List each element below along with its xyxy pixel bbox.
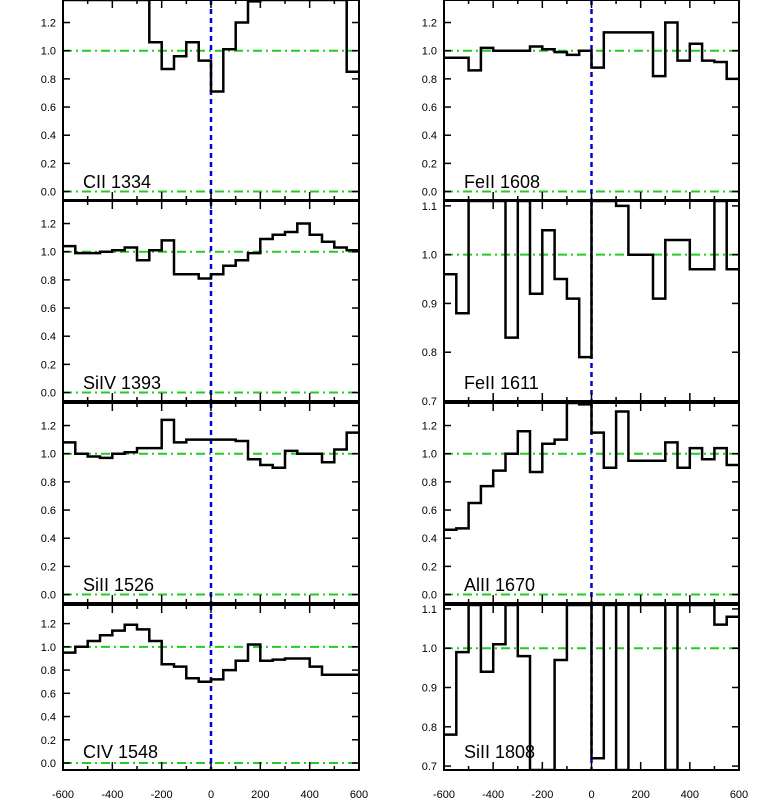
ytick-label: 0.0 <box>41 187 56 199</box>
ytick-label: 0.8 <box>422 74 437 86</box>
ytick-label: 0.2 <box>41 158 56 170</box>
flux-step-line <box>444 403 739 532</box>
panel-label: FeII 1608 <box>464 172 540 192</box>
panel-siii-1526: 0.0 0.2 0.4 0.6 0.8 1.0 1.2 SiII 1526 <box>41 402 360 604</box>
flux-step-line <box>444 605 739 770</box>
xtick-label: 600 <box>730 789 748 801</box>
panel-cii-1334: 0.0 0.2 0.4 0.6 0.8 1.0 1.2 CII 1334 <box>41 0 360 201</box>
flux-step-line <box>63 222 359 280</box>
ytick-label: 0.0 <box>41 758 56 770</box>
ytick-label: 0.6 <box>41 505 56 517</box>
ytick-label: 0.8 <box>41 74 56 86</box>
flux-step-line <box>444 201 739 359</box>
ytick-label: 1.2 <box>422 421 437 433</box>
panel-label: SiII 1808 <box>464 742 535 762</box>
ytick-label: 0.4 <box>41 331 56 343</box>
ytick-label: 0.6 <box>422 102 437 114</box>
ytick-label: 1.2 <box>41 619 56 631</box>
ytick-label: 0.7 <box>422 761 437 773</box>
flux-step-line <box>63 623 359 683</box>
panel-feii-1608: 0.0 0.2 0.4 0.6 0.8 1.0 1.2 FeII 1608 <box>422 0 740 201</box>
ytick-label: 0.4 <box>41 130 56 142</box>
xtick-label: -200 <box>151 789 173 801</box>
ytick-label: 0.8 <box>422 477 437 489</box>
panel-label: AlII 1670 <box>464 575 535 595</box>
xtick-label: 0 <box>588 789 594 801</box>
ytick-label: 1.1 <box>422 201 437 213</box>
ytick-label: 0.8 <box>422 722 437 734</box>
ytick-label: 0.2 <box>41 359 56 371</box>
panel-siiv-1393: 0.0 0.2 0.4 0.6 0.8 1.0 1.2 SiIV 1393 <box>41 200 360 402</box>
ytick-label: 0.8 <box>41 665 56 677</box>
ytick-label: 0.0 <box>422 590 437 602</box>
ytick-label: 0.6 <box>41 102 56 114</box>
ytick-label: 1.0 <box>422 643 437 655</box>
ytick-label: 0.4 <box>422 130 437 142</box>
xtick-label: -400 <box>482 789 504 801</box>
panel-label: FeII 1611 <box>464 373 539 393</box>
ytick-label: 0.0 <box>41 590 56 602</box>
ytick-label: 1.1 <box>422 604 437 616</box>
ytick-label: 0.4 <box>422 533 437 545</box>
ytick-label: 0.2 <box>422 561 437 573</box>
ytick-label: 0.8 <box>41 275 56 287</box>
ytick-label: 1.2 <box>41 18 56 30</box>
ytick-label: 1.0 <box>422 449 437 461</box>
ytick-label: 1.2 <box>422 18 437 30</box>
ytick-label: 0.0 <box>41 388 56 400</box>
ytick-label: 0.4 <box>41 712 56 724</box>
panel-label: SiII 1526 <box>83 575 154 595</box>
ytick-label: 1.0 <box>41 449 56 461</box>
xtick-label: -600 <box>52 789 74 801</box>
ytick-label: 0.8 <box>41 477 56 489</box>
ytick-label: 0.4 <box>41 533 56 545</box>
xtick-label: -400 <box>101 789 123 801</box>
panel-label: SiIV 1393 <box>83 373 161 393</box>
panel-siii-1808: 0.7 0.8 0.9 1.0 1.1 -600 -400 -200 0 200 400 600 SiI… <box>422 604 748 801</box>
xtick-label: 200 <box>631 789 649 801</box>
ytick-label: 0.6 <box>41 688 56 700</box>
xtick-label: 600 <box>350 789 368 801</box>
ytick-label: 1.0 <box>422 46 437 58</box>
ytick-label: 1.2 <box>41 219 56 231</box>
flux-step-line <box>444 21 739 81</box>
ytick-label: 0.2 <box>41 561 56 573</box>
ytick-label: 1.2 <box>41 421 56 433</box>
ytick-label: 0.2 <box>422 158 437 170</box>
panel-label: CII 1334 <box>83 172 151 192</box>
xtick-label: 200 <box>251 789 269 801</box>
panel-civ-1548: 0.0 0.2 0.4 0.6 0.8 1.0 1.2 -600 -400 -200 0 200 400… <box>41 604 368 801</box>
flux-step-line <box>63 418 359 470</box>
xtick-label: 400 <box>300 789 318 801</box>
ytick-label: 0.2 <box>41 735 56 747</box>
ytick-label: 0.9 <box>422 298 437 310</box>
ytick-label: 1.0 <box>41 46 56 58</box>
flux-step-line <box>63 0 359 93</box>
ytick-label: 0.8 <box>422 347 437 359</box>
xtick-label: 400 <box>681 789 699 801</box>
ytick-label: 0.7 <box>422 396 437 408</box>
xtick-label: -200 <box>531 789 553 801</box>
ytick-label: 0.9 <box>422 683 437 695</box>
ytick-label: 0.0 <box>422 187 437 199</box>
ytick-label: 1.0 <box>422 250 437 262</box>
ytick-label: 1.0 <box>41 247 56 259</box>
xtick-label: -600 <box>433 789 455 801</box>
ytick-label: 1.0 <box>41 642 56 654</box>
panel-label: CIV 1548 <box>83 742 158 762</box>
ytick-label: 0.6 <box>41 303 56 315</box>
xtick-label: 0 <box>208 789 214 801</box>
ytick-label: 0.6 <box>422 505 437 517</box>
panel-feii-1611: 0.7 0.8 0.9 1.0 1.1 FeII 1611 <box>422 200 740 408</box>
panel-alii-1670: 0.0 0.2 0.4 0.6 0.8 1.0 1.2 AlII 1670 <box>422 402 740 604</box>
